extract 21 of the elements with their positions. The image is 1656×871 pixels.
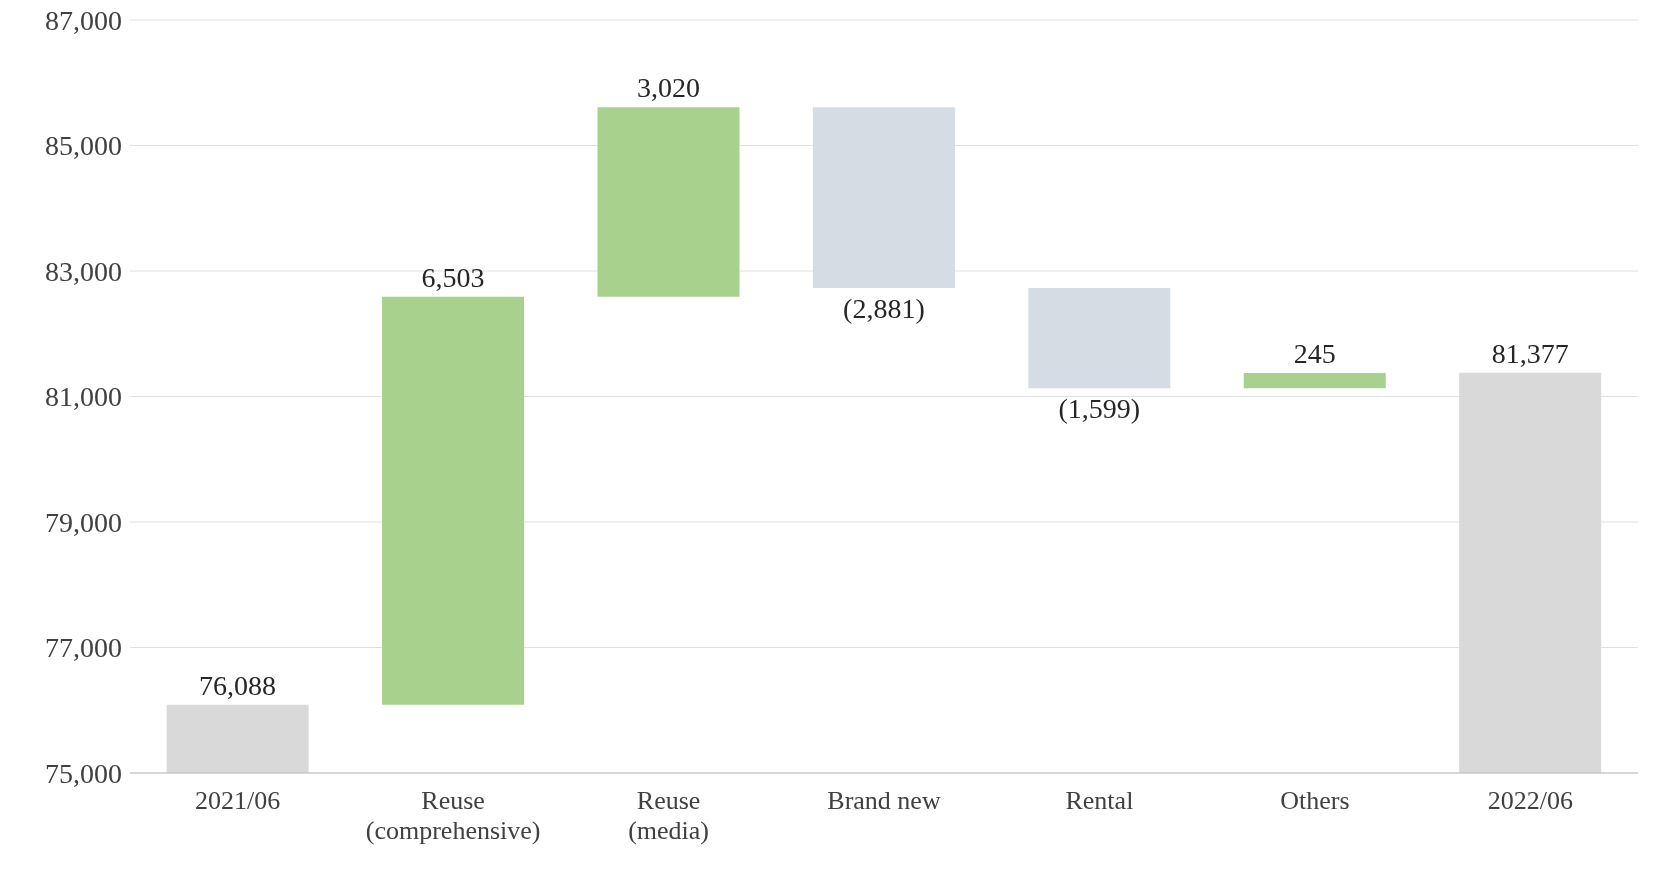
x-tick-label: Reuse (media) (628, 786, 709, 845)
data-label: 76,088 (199, 669, 277, 701)
data-label: (1,599) (1058, 393, 1141, 425)
x-tick-label: 2021/06 (195, 786, 281, 815)
y-tick-label: 79,000 (45, 506, 122, 538)
x-tick-label: Brand new (827, 786, 941, 815)
data-label: 245 (1293, 337, 1336, 369)
y-tick-label: 75,000 (45, 757, 122, 789)
y-tick-label: 83,000 (45, 255, 122, 287)
data-label: (2,881) (843, 292, 925, 324)
y-tick-label: 85,000 (45, 130, 122, 162)
data-label: 3,020 (636, 72, 700, 104)
y-tick-label: 87,000 (45, 4, 122, 36)
x-tick-label: 2022/06 (1487, 786, 1573, 815)
x-tick-label: Others (1280, 786, 1350, 815)
data-label: 81,377 (1491, 337, 1569, 369)
x-tick-label: Rental (1065, 786, 1134, 815)
y-tick-label: 81,000 (45, 381, 122, 413)
x-tick-label: Reuse (comprehensive) (365, 786, 541, 845)
data-label: 6,503 (421, 261, 485, 293)
y-tick-label: 77,000 (45, 632, 122, 664)
